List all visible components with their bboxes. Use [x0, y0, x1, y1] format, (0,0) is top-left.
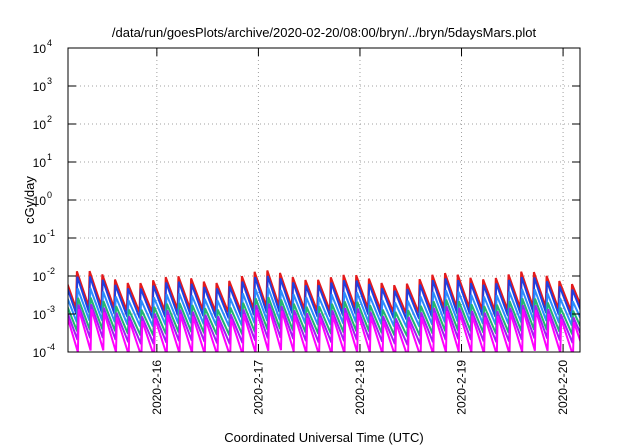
- y-tick-exponent: -4: [47, 342, 55, 352]
- y-tick-exponent: -3: [47, 304, 55, 314]
- y-tick-label: 10: [33, 118, 47, 132]
- x-tick-label: 2020-2-17: [251, 360, 265, 415]
- y-tick-exponent: 4: [47, 38, 52, 48]
- x-tick-label: 2020-2-19: [455, 360, 469, 415]
- series-line-6: [68, 308, 580, 352]
- ticks: [68, 47, 580, 353]
- y-axis-label: cGy/day: [22, 176, 37, 224]
- y-tick-exponent: 1: [47, 152, 52, 162]
- x-axis-label: Coordinated Universal Time (UTC): [224, 430, 423, 445]
- y-tick-exponent: 0: [47, 190, 52, 200]
- y-tick-label: 10: [33, 80, 47, 94]
- x-tick-label: 2020-2-16: [150, 360, 164, 415]
- y-tick-label: 10: [33, 232, 47, 246]
- y-tick-label: 10: [33, 156, 47, 170]
- x-tick-label: 2020-2-20: [556, 360, 570, 415]
- y-tick-label: 10: [33, 308, 47, 322]
- y-tick-label: 10: [33, 270, 47, 284]
- x-tick-label: 2020-2-18: [353, 360, 367, 415]
- chart-title: /data/run/goesPlots/archive/2020-02-20/0…: [112, 25, 537, 40]
- y-tick-label: 10: [33, 346, 47, 360]
- y-tick-label: 10: [33, 42, 47, 56]
- y-tick-exponent: -2: [47, 266, 55, 276]
- y-tick-exponent: 3: [47, 76, 52, 86]
- series-group: [68, 270, 580, 352]
- y-tick-exponent: -1: [47, 228, 55, 238]
- y-tick-label: 10: [33, 194, 47, 208]
- y-tick-exponent: 2: [47, 114, 52, 124]
- grid: [68, 48, 580, 352]
- x-tick-labels: 2020-2-16 2020-2-17 2020-2-18 2020-2-19 2020…: [150, 360, 570, 415]
